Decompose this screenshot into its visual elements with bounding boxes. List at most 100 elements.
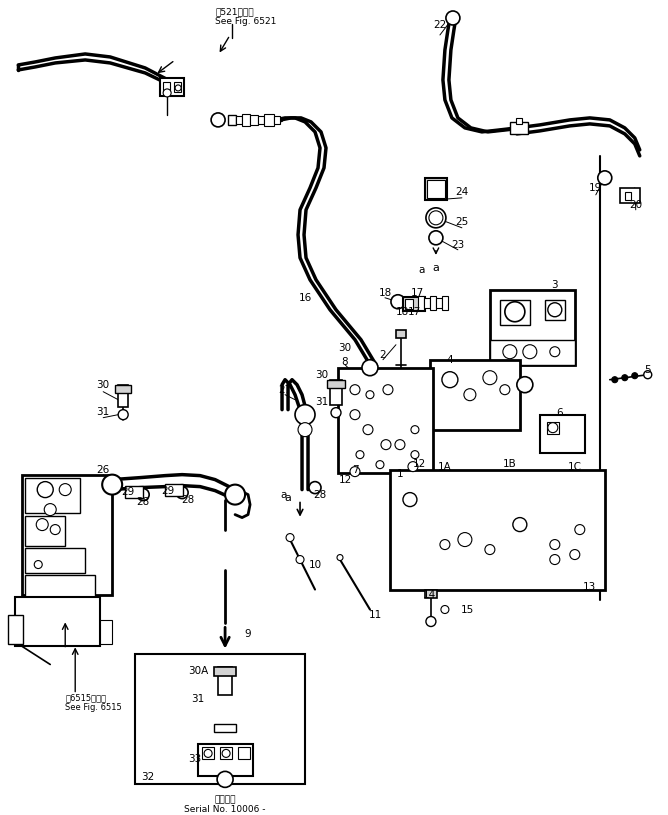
Circle shape bbox=[391, 295, 405, 309]
Bar bbox=[135, 654, 305, 784]
Text: 13: 13 bbox=[583, 582, 597, 592]
Circle shape bbox=[442, 372, 458, 388]
Bar bbox=[22, 474, 112, 594]
Circle shape bbox=[503, 345, 517, 359]
Bar bbox=[274, 116, 280, 124]
Bar bbox=[625, 192, 631, 200]
Text: 8: 8 bbox=[341, 357, 348, 367]
Bar bbox=[418, 296, 424, 310]
Bar bbox=[25, 548, 86, 573]
Bar bbox=[436, 297, 442, 308]
Bar bbox=[545, 300, 565, 319]
Text: 29: 29 bbox=[122, 487, 135, 496]
Text: 1A: 1A bbox=[438, 461, 452, 472]
Bar bbox=[264, 114, 274, 126]
Text: 33: 33 bbox=[188, 755, 202, 764]
Text: 11: 11 bbox=[368, 610, 381, 619]
Circle shape bbox=[50, 525, 60, 535]
Bar bbox=[442, 296, 448, 310]
Circle shape bbox=[176, 487, 188, 499]
Circle shape bbox=[548, 423, 558, 433]
Circle shape bbox=[337, 554, 343, 561]
Text: 1C: 1C bbox=[568, 461, 582, 472]
Circle shape bbox=[295, 405, 315, 425]
Circle shape bbox=[550, 540, 560, 549]
Circle shape bbox=[350, 467, 360, 477]
Text: 31: 31 bbox=[315, 397, 329, 407]
Text: 30: 30 bbox=[97, 380, 110, 390]
Text: 第521区参車: 第521区参車 bbox=[215, 7, 254, 16]
Bar bbox=[242, 114, 250, 126]
Circle shape bbox=[286, 534, 294, 542]
Bar bbox=[500, 300, 530, 324]
Text: 29: 29 bbox=[162, 486, 175, 496]
Bar bbox=[338, 368, 433, 473]
Text: a: a bbox=[419, 265, 425, 275]
Bar bbox=[430, 296, 436, 310]
Text: 17: 17 bbox=[408, 306, 422, 317]
Circle shape bbox=[309, 482, 321, 494]
Bar bbox=[540, 415, 584, 452]
Bar bbox=[238, 747, 250, 760]
Circle shape bbox=[517, 377, 533, 393]
Bar bbox=[427, 180, 445, 198]
Bar bbox=[202, 747, 214, 760]
Circle shape bbox=[383, 385, 393, 394]
Circle shape bbox=[612, 377, 618, 383]
Circle shape bbox=[500, 385, 510, 394]
Circle shape bbox=[37, 482, 53, 498]
Bar bbox=[425, 589, 437, 597]
Bar bbox=[214, 725, 236, 733]
Text: 30A: 30A bbox=[188, 667, 208, 676]
Circle shape bbox=[429, 231, 443, 244]
Circle shape bbox=[440, 540, 450, 549]
Bar bbox=[516, 118, 522, 124]
Bar bbox=[430, 359, 520, 430]
Circle shape bbox=[362, 359, 378, 376]
Text: 18: 18 bbox=[378, 288, 391, 297]
Circle shape bbox=[296, 556, 304, 563]
Bar bbox=[25, 575, 96, 597]
Text: 4: 4 bbox=[447, 355, 453, 365]
Circle shape bbox=[513, 518, 527, 531]
Bar bbox=[390, 469, 605, 589]
Bar bbox=[228, 115, 236, 125]
Circle shape bbox=[408, 461, 418, 472]
Text: 3: 3 bbox=[552, 280, 558, 290]
Circle shape bbox=[163, 89, 171, 97]
Circle shape bbox=[217, 771, 233, 787]
Text: See Fig. 6515: See Fig. 6515 bbox=[65, 703, 122, 712]
Bar bbox=[198, 744, 253, 777]
Bar bbox=[403, 297, 425, 311]
Bar bbox=[8, 615, 23, 645]
Circle shape bbox=[441, 606, 449, 614]
Circle shape bbox=[36, 518, 48, 531]
Bar bbox=[163, 82, 170, 92]
Circle shape bbox=[137, 489, 149, 500]
Circle shape bbox=[34, 561, 42, 569]
Circle shape bbox=[403, 492, 417, 507]
Bar bbox=[396, 330, 406, 337]
Circle shape bbox=[350, 410, 360, 420]
Text: 15: 15 bbox=[462, 605, 474, 615]
Bar bbox=[547, 421, 559, 434]
Text: 通用号死: 通用号死 bbox=[214, 795, 236, 804]
Circle shape bbox=[570, 549, 580, 560]
Text: 2: 2 bbox=[379, 350, 386, 359]
Text: 16: 16 bbox=[299, 293, 312, 302]
Circle shape bbox=[376, 460, 384, 469]
Circle shape bbox=[426, 616, 436, 627]
Bar bbox=[250, 115, 258, 125]
Circle shape bbox=[411, 451, 419, 459]
Bar bbox=[327, 380, 345, 388]
Text: 10: 10 bbox=[309, 560, 321, 570]
Text: 14: 14 bbox=[424, 589, 437, 600]
Bar bbox=[258, 116, 264, 124]
Bar bbox=[100, 619, 112, 645]
Text: 18: 18 bbox=[395, 306, 409, 317]
Bar bbox=[174, 82, 181, 92]
Text: 22: 22 bbox=[434, 20, 446, 30]
Bar bbox=[125, 486, 143, 498]
Circle shape bbox=[395, 439, 405, 450]
Circle shape bbox=[485, 544, 495, 554]
